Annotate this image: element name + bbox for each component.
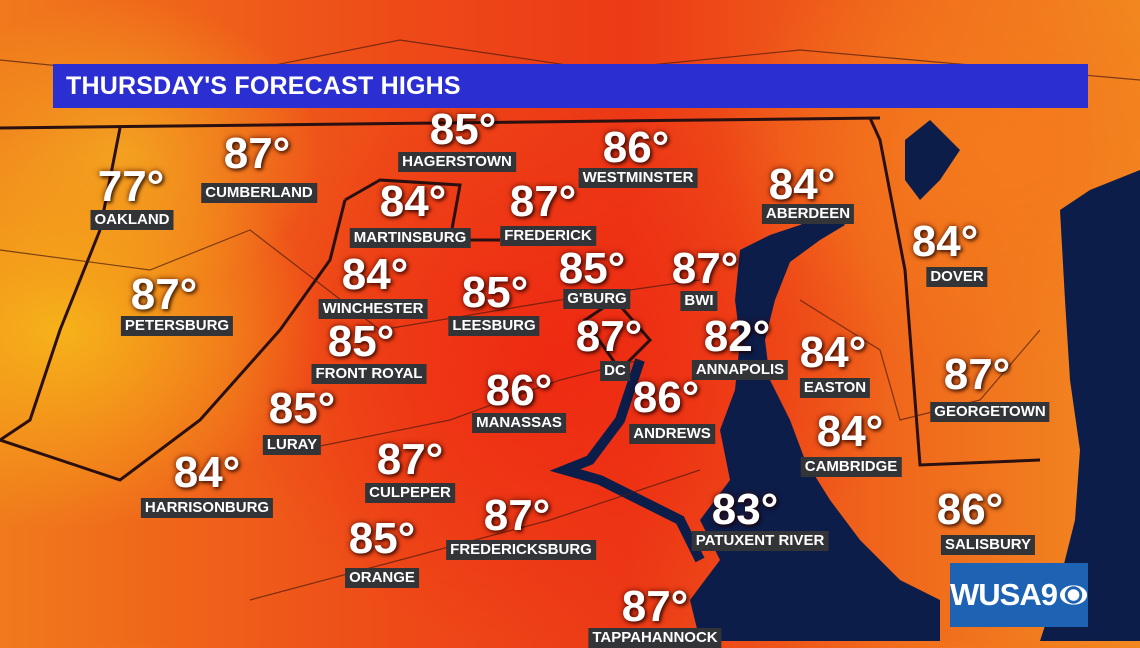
temperature: 85° (558, 244, 626, 293)
city-label: DOVER (926, 267, 988, 287)
city-label: HARRISONBURG (140, 498, 274, 518)
delaware-border (868, 117, 1041, 467)
delaware-bay-water (905, 120, 960, 200)
city-label: MARTINSBURG (349, 228, 471, 248)
city-label: ANDREWS (629, 424, 715, 444)
temperature: 86° (485, 366, 553, 415)
city-label: WESTMINSTER (578, 168, 698, 188)
temperature: 85° (327, 317, 395, 366)
city-label: CULPEPER (365, 483, 455, 503)
temperature: 77° (97, 162, 165, 211)
temperature: 87° (483, 491, 551, 540)
temperature: 84° (768, 160, 836, 209)
temperature: 83° (711, 485, 779, 534)
temperature: 87° (575, 312, 643, 361)
title-bar: THURSDAY'S FORECAST HIGHS (53, 64, 1088, 108)
temperature: 85° (268, 384, 336, 433)
city-label: CAMBRIDGE (800, 457, 902, 477)
city-label: LEESBURG (448, 316, 540, 336)
temperature: 86° (936, 485, 1004, 534)
city-label: TAPPAHANNOCK (588, 628, 722, 648)
city-label: DC (600, 361, 630, 381)
city-label: LURAY (262, 435, 322, 455)
temperature: 87° (671, 244, 739, 293)
city-label: G'BURG (563, 289, 631, 309)
city-label: CUMBERLAND (201, 183, 317, 203)
temperature: 82° (703, 312, 771, 361)
city-label: BWI (680, 291, 718, 311)
temperature: 86° (632, 373, 700, 422)
temperature: 84° (173, 448, 241, 497)
temperature: 87° (376, 435, 444, 484)
city-label: FREDERICK (500, 226, 596, 246)
city-label: GEORGETOWN (930, 402, 1050, 422)
temperature: 86° (602, 123, 670, 172)
atlantic-ocean-water (1040, 170, 1140, 641)
city-label: FREDERICKSBURG (446, 540, 596, 560)
temperature: 87° (223, 129, 291, 178)
temperature: 84° (911, 217, 979, 266)
mason-dixon-line (0, 116, 881, 130)
cbs-eye-icon (1059, 585, 1088, 605)
city-label: ABERDEEN (761, 204, 855, 224)
city-label: PATUXENT RIVER (691, 531, 829, 551)
temperature: 84° (816, 407, 884, 456)
temperature: 87° (130, 270, 198, 319)
city-label: PETERSBURG (120, 316, 234, 336)
temperature: 84° (799, 328, 867, 377)
city-label: WINCHESTER (318, 299, 428, 319)
logo-text: WUSA9 (950, 577, 1058, 612)
city-label: FRONT ROYAL (311, 364, 427, 384)
city-label: MANASSAS (472, 413, 566, 433)
city-label: EASTON (799, 378, 871, 398)
temperature: 87° (509, 177, 577, 226)
city-label: SALISBURY (940, 535, 1036, 555)
city-label: OAKLAND (90, 210, 174, 230)
temperature: 85° (429, 105, 497, 154)
city-label: HAGERSTOWN (398, 152, 516, 172)
temperature: 84° (341, 250, 409, 299)
wusa9-logo: WUSA9 (950, 563, 1088, 627)
city-label: ANNAPOLIS (691, 360, 789, 380)
temperature: 87° (621, 582, 689, 631)
map-title: THURSDAY'S FORECAST HIGHS (66, 71, 461, 100)
temperature: 84° (379, 177, 447, 226)
temperature: 85° (348, 514, 416, 563)
city-label: ORANGE (345, 568, 419, 588)
potomac-river (549, 358, 705, 563)
temperature: 87° (943, 350, 1011, 399)
temperature: 85° (461, 268, 529, 317)
